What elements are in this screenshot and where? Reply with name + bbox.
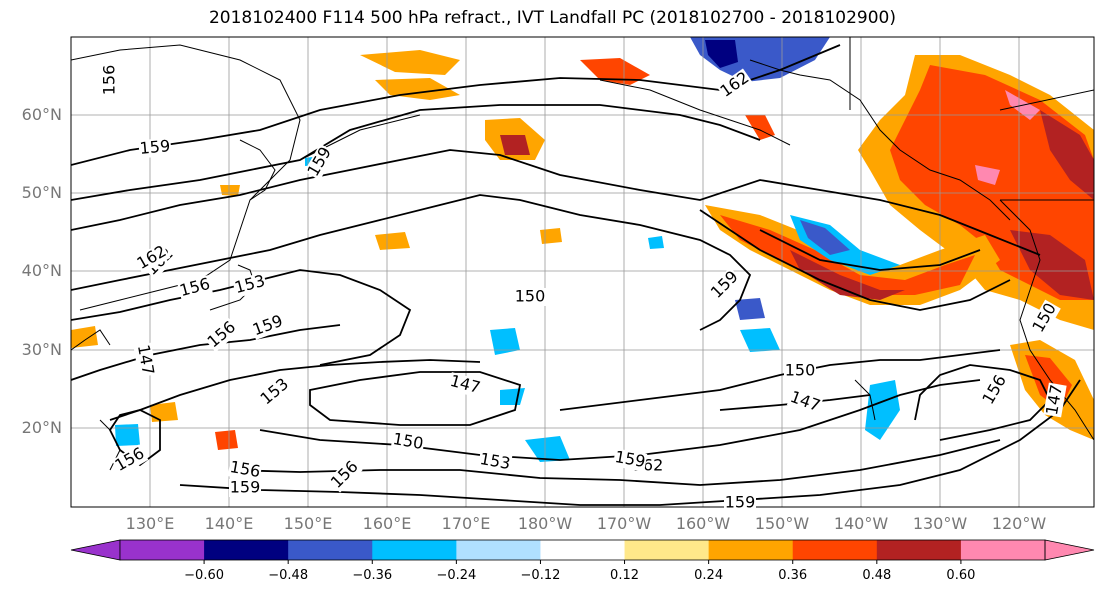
- contours: [71, 44, 1081, 506]
- contour-label: 150: [785, 361, 816, 380]
- lon-label: 180°W: [517, 514, 573, 533]
- colorbar-segment: [204, 540, 289, 560]
- lat-label: 60°N: [21, 105, 62, 124]
- colorbar-segment: [876, 540, 962, 560]
- lon-label: 120°W: [991, 514, 1047, 533]
- lon-label: 130°W: [912, 514, 968, 533]
- colorbar-segment: [288, 540, 373, 560]
- map-frame: [70, 36, 1095, 508]
- colorbar-tick-label: 0.36: [778, 568, 808, 583]
- colorbar-segment: [372, 540, 457, 560]
- colorbar-tick-label: 0.48: [862, 568, 892, 583]
- colorbar-segment: [960, 540, 1046, 560]
- contour-label: 156: [100, 65, 119, 96]
- lat-label: 20°N: [21, 418, 62, 437]
- lon-label: 170°W: [596, 514, 652, 533]
- colorbar-tick-label: 0.12: [610, 568, 639, 583]
- colorbar-tick-label: −0.24: [436, 568, 477, 583]
- colorbar-tick-label: 0.24: [694, 568, 724, 583]
- colorbar-segment: [624, 540, 710, 560]
- lon-label: 170°E: [441, 514, 491, 533]
- colorbar-tick-label: −0.36: [352, 568, 393, 583]
- lat-label: 30°N: [21, 340, 62, 359]
- lon-label: 130°E: [125, 514, 175, 533]
- contour-label: 159: [230, 478, 261, 497]
- colorbar-segment: [456, 540, 541, 560]
- lon-label: 150°W: [754, 514, 810, 533]
- lon-label: 160°E: [362, 514, 412, 533]
- lon-label: 160°W: [675, 514, 731, 533]
- colorbar-tick-label: −0.12: [520, 568, 561, 583]
- colorbar-frame: [119, 539, 1046, 561]
- colorbar-tick-label: −0.60: [184, 568, 224, 583]
- colorbar-tick-label: −0.48: [268, 568, 309, 583]
- colorbar-segment: [708, 540, 794, 560]
- colorbar-arrow-left: [70, 539, 121, 561]
- contour-label: 150: [515, 287, 546, 306]
- colorbar: [70, 539, 1095, 564]
- lat-label: 40°N: [21, 261, 62, 280]
- lon-label: 150°E: [283, 514, 333, 533]
- contour-label: 159: [725, 493, 756, 512]
- contour-label-group: 1561591621621561531561591471501531471501…: [100, 64, 1067, 512]
- colorbar-segment: [540, 540, 626, 560]
- contour-label: 159: [139, 136, 171, 158]
- lon-label: 140°E: [204, 514, 254, 533]
- colorbar-segment: [792, 540, 878, 560]
- colorbar-segment: [120, 540, 205, 560]
- lon-label: 140°W: [833, 514, 889, 533]
- colorbar-arrow-right: [1044, 539, 1095, 561]
- map-title: 2018102400 F114 500 hPa refract., IVT La…: [208, 8, 896, 28]
- lat-label: 50°N: [21, 183, 62, 202]
- shaded-field: [71, 37, 1094, 507]
- colorbar-tick-label: 0.60: [946, 568, 976, 583]
